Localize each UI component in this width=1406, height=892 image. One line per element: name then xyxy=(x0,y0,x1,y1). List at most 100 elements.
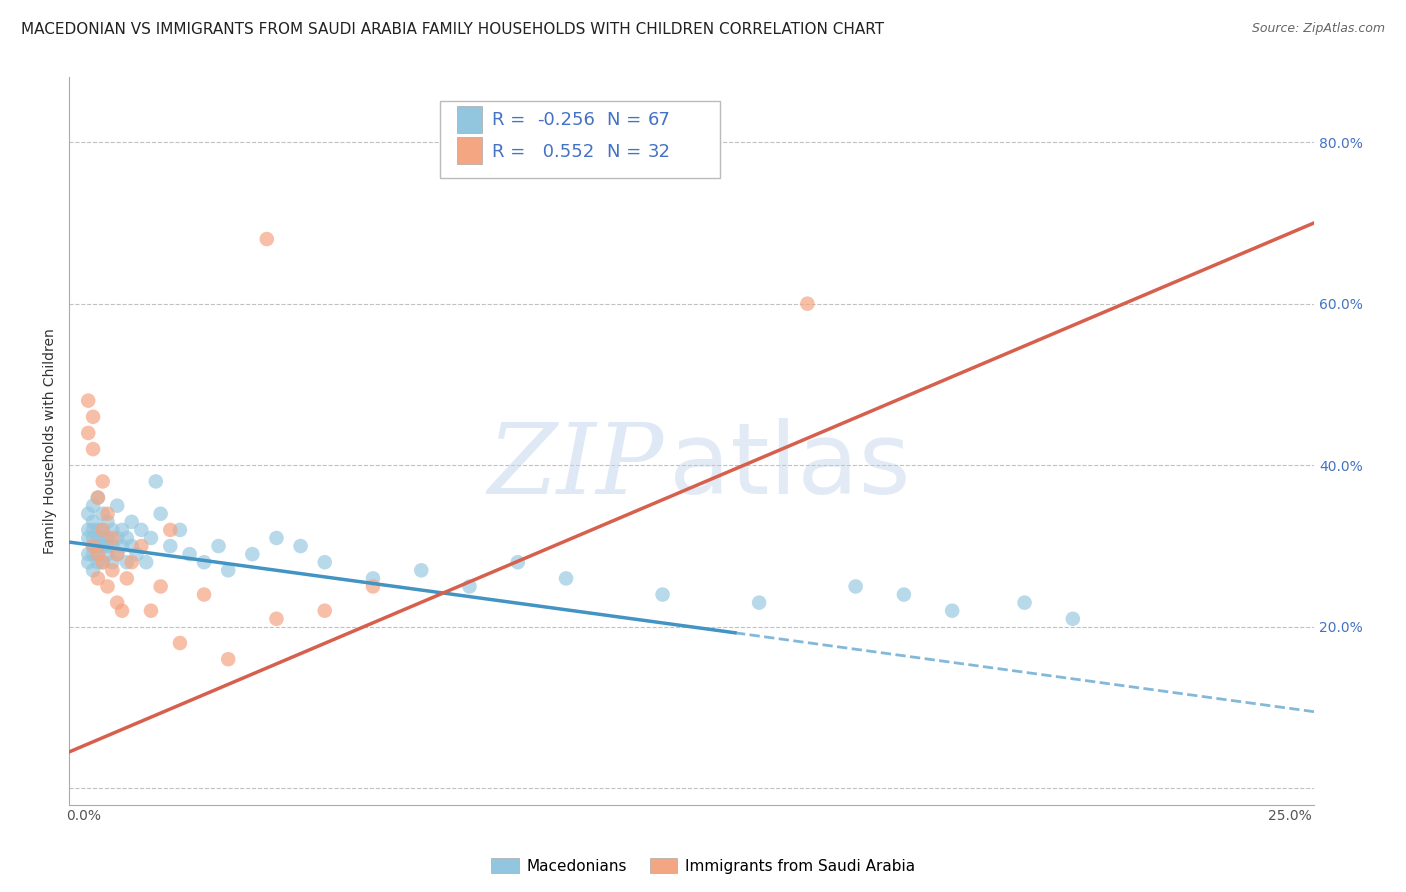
Point xyxy=(105,531,128,545)
Point xyxy=(290,539,312,553)
Point xyxy=(82,409,104,424)
Point xyxy=(411,563,433,577)
Point xyxy=(506,555,529,569)
Text: Source: ZipAtlas.com: Source: ZipAtlas.com xyxy=(1251,22,1385,36)
Point xyxy=(115,571,138,585)
Point xyxy=(91,555,114,569)
Point xyxy=(145,475,167,489)
Point xyxy=(91,475,114,489)
Point xyxy=(121,539,143,553)
Point xyxy=(111,604,134,618)
Point xyxy=(555,571,578,585)
Point xyxy=(121,555,143,569)
Point xyxy=(361,571,384,585)
Point xyxy=(77,531,100,545)
Point xyxy=(139,531,162,545)
Point xyxy=(111,539,134,553)
Point xyxy=(82,442,104,456)
Point xyxy=(193,555,215,569)
Point xyxy=(240,547,263,561)
Point xyxy=(458,579,481,593)
Point xyxy=(135,555,157,569)
Point xyxy=(893,588,915,602)
Point xyxy=(87,547,110,561)
Point xyxy=(82,547,104,561)
Text: MACEDONIAN VS IMMIGRANTS FROM SAUDI ARABIA FAMILY HOUSEHOLDS WITH CHILDREN CORRE: MACEDONIAN VS IMMIGRANTS FROM SAUDI ARAB… xyxy=(21,22,884,37)
Point xyxy=(796,296,818,310)
Point xyxy=(91,539,114,553)
Point xyxy=(87,491,110,505)
Point xyxy=(139,604,162,618)
Point xyxy=(105,596,128,610)
Point xyxy=(91,523,114,537)
Point xyxy=(111,523,134,537)
Point xyxy=(1062,612,1084,626)
Y-axis label: Family Households with Children: Family Households with Children xyxy=(44,328,58,554)
Point xyxy=(87,555,110,569)
Point xyxy=(314,555,336,569)
Point xyxy=(125,547,148,561)
Point xyxy=(96,547,118,561)
Point xyxy=(77,425,100,440)
Point xyxy=(82,563,104,577)
Point xyxy=(96,507,118,521)
Point xyxy=(131,523,153,537)
Point xyxy=(82,523,104,537)
Point xyxy=(91,531,114,545)
Point xyxy=(217,652,239,666)
Point xyxy=(169,523,191,537)
Text: -0.256: -0.256 xyxy=(537,112,595,129)
Point xyxy=(361,579,384,593)
Text: 0.552: 0.552 xyxy=(537,143,595,161)
Point xyxy=(314,604,336,618)
Point xyxy=(101,555,124,569)
Point xyxy=(845,579,868,593)
Point xyxy=(101,531,124,545)
Text: N =: N = xyxy=(607,143,647,161)
Point xyxy=(77,393,100,408)
Text: 32: 32 xyxy=(648,143,671,161)
Point xyxy=(207,539,229,553)
Point xyxy=(105,547,128,561)
Point xyxy=(115,531,138,545)
Point xyxy=(96,515,118,529)
Point xyxy=(266,531,288,545)
Point xyxy=(115,555,138,569)
Point xyxy=(91,523,114,537)
Point xyxy=(96,539,118,553)
Point xyxy=(105,547,128,561)
Point xyxy=(82,499,104,513)
Point xyxy=(87,531,110,545)
Point xyxy=(159,523,181,537)
Point xyxy=(96,531,118,545)
Point xyxy=(105,499,128,513)
Point xyxy=(149,579,172,593)
Point xyxy=(82,531,104,545)
Point xyxy=(179,547,201,561)
Point xyxy=(169,636,191,650)
Point xyxy=(82,539,104,553)
Text: ZIP: ZIP xyxy=(488,419,664,514)
Point xyxy=(1014,596,1036,610)
Point xyxy=(87,547,110,561)
Point xyxy=(651,588,673,602)
Point xyxy=(217,563,239,577)
Point xyxy=(82,539,104,553)
Point xyxy=(77,547,100,561)
Point xyxy=(77,523,100,537)
Point xyxy=(941,604,963,618)
Text: N =: N = xyxy=(607,112,647,129)
Point xyxy=(87,491,110,505)
Point xyxy=(91,507,114,521)
Point xyxy=(87,523,110,537)
Point xyxy=(266,612,288,626)
Point xyxy=(77,555,100,569)
Legend: Macedonians, Immigrants from Saudi Arabia: Macedonians, Immigrants from Saudi Arabi… xyxy=(485,852,921,880)
Point xyxy=(87,539,110,553)
Point xyxy=(149,507,172,521)
Point xyxy=(101,523,124,537)
Text: R =: R = xyxy=(492,143,531,161)
Point xyxy=(91,555,114,569)
Point xyxy=(748,596,770,610)
Point xyxy=(87,571,110,585)
